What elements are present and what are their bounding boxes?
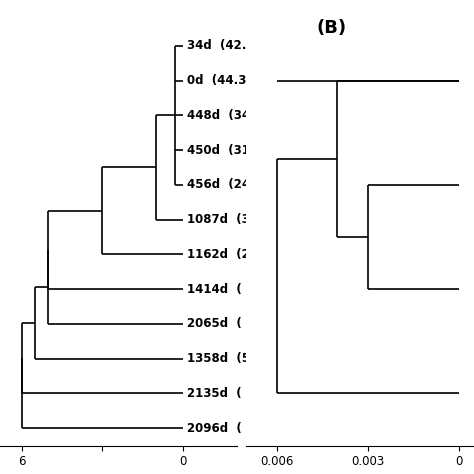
Text: 2135d  ( 4.12%): 2135d ( 4.12%) (187, 387, 292, 400)
Text: 448d  (34.58%): 448d (34.58%) (187, 109, 289, 122)
Text: (B): (B) (317, 19, 347, 37)
Text: 2065d  ( 4.58%): 2065d ( 4.58%) (187, 318, 292, 330)
Text: 1414d  ( 6.08%): 1414d ( 6.08%) (187, 283, 292, 296)
Text: 2096d  ( 4.24%): 2096d ( 4.24%) (187, 422, 292, 435)
Text: 1358d  (59.67%): 1358d (59.67%) (187, 352, 297, 365)
Text: 0d  (44.33%): 0d (44.33%) (187, 74, 272, 87)
Text: 450d  (31.49%): 450d (31.49%) (187, 144, 288, 156)
Text: 34d  (42.96%): 34d (42.96%) (187, 39, 280, 52)
Text: 456d  (24.72%): 456d (24.72%) (187, 178, 288, 191)
Text: 1162d  (26.81%): 1162d (26.81%) (187, 248, 296, 261)
Text: 1087d  (32.47%): 1087d (32.47%) (187, 213, 296, 226)
